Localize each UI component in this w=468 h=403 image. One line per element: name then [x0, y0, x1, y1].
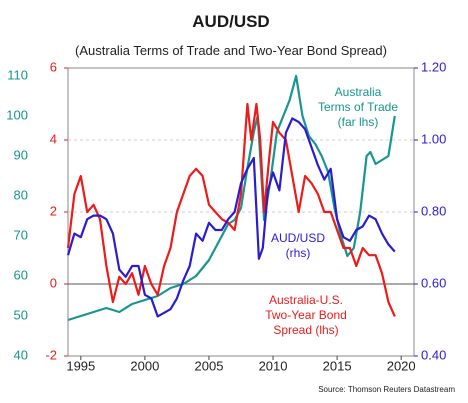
far-left-tick-label: 60	[14, 267, 28, 282]
far-left-tick-label: 100	[6, 107, 28, 122]
plot-area: 40 50 60 70 80 90 100 110 -2 0 2 4 6 0.40 0.60 0.80 1.00…	[6, 59, 446, 373]
x-tick-label: 2005	[195, 358, 224, 373]
left-tick-label: -2	[45, 347, 57, 362]
left-tick-label: 2	[50, 203, 57, 218]
chart-subtitle: (Australia Terms of Trade and Two-Year B…	[75, 43, 387, 58]
far-left-tick-label: 110	[7, 67, 28, 82]
right-tick-label: 1.20	[421, 59, 446, 74]
x-tick-label: 2010	[259, 358, 288, 373]
x-tick-label: 2015	[323, 358, 352, 373]
x-tick-label: 2020	[387, 358, 416, 373]
chart-title: AUD/USD	[192, 12, 269, 31]
right-tick-label: 0.60	[421, 275, 446, 290]
right-tick-label: 1.00	[421, 131, 446, 146]
aud-usd-line	[66, 117, 396, 318]
far-left-tick-label: 90	[14, 147, 28, 162]
far-left-tick-label: 70	[14, 227, 28, 242]
right-tick-label: 0.40	[421, 347, 446, 362]
left-tick-label: 4	[50, 131, 57, 146]
bond-spread-annotation: Australia-U.S.	[269, 293, 343, 307]
far-left-tick-label: 40	[14, 347, 28, 362]
bond-spread-annotation: Spread (lhs)	[273, 323, 338, 337]
right-tick-label: 0.80	[421, 203, 446, 218]
aud-usd-annotation: AUD/USD	[271, 231, 325, 245]
far-left-tick-label: 50	[14, 307, 28, 322]
bond-spread-line	[66, 102, 396, 317]
x-tick-label: 2000	[130, 358, 159, 373]
x-tick-label: 1995	[66, 358, 95, 373]
bond-spread-annotation: Two-Year Bond	[265, 308, 347, 322]
source-note: Source: Thomson Reuters Datastream	[318, 385, 455, 394]
terms-of-trade-annotation: Terms of Trade	[318, 100, 398, 114]
terms-of-trade-annotation: Australia	[335, 85, 382, 99]
aud-usd-annotation: (rhs)	[286, 246, 311, 260]
far-left-tick-label: 80	[14, 187, 28, 202]
left-tick-label: 0	[50, 275, 57, 290]
terms-of-trade-annotation: (far lhs)	[338, 115, 379, 129]
left-tick-label: 6	[50, 59, 57, 74]
